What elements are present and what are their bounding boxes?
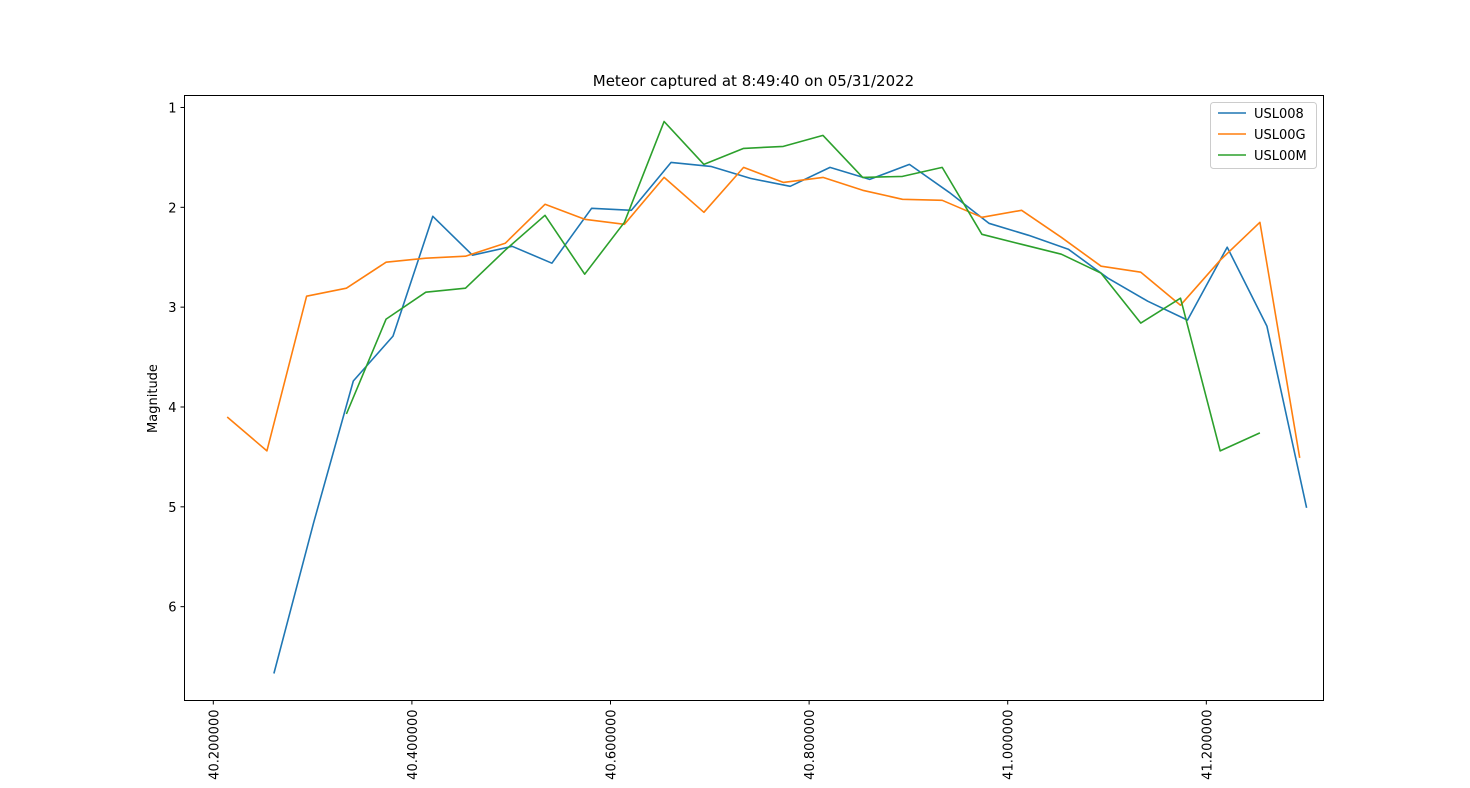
x-tick-label: 41.200000 <box>1200 710 1215 780</box>
y-axis-label: Magnitude <box>146 364 161 433</box>
series-line-usl008 <box>273 161 1308 674</box>
legend-label: USL00G <box>1254 128 1306 143</box>
y-tick-label: 1 <box>168 101 176 116</box>
x-tick-label: 41.000000 <box>1002 710 1017 780</box>
legend-label: USL00M <box>1254 149 1307 164</box>
legend: USL008 USL00G USL00M <box>1210 102 1317 169</box>
x-tick-label: 40.400000 <box>406 710 421 780</box>
series-line-usl00g <box>226 166 1301 459</box>
x-tick-label: 40.600000 <box>605 710 620 780</box>
y-tick-label: 2 <box>168 201 176 216</box>
series-layer <box>226 120 1308 674</box>
y-tick-label: 5 <box>168 501 176 516</box>
legend-box <box>1210 102 1317 169</box>
chart-title: Meteor captured at 8:49:40 on 05/31/2022 <box>593 72 914 90</box>
y-tick-label: 6 <box>168 601 176 616</box>
y-tick-label: 4 <box>168 401 176 416</box>
x-axis: 40.200000 40.400000 40.600000 40.800000 41.0… <box>207 700 1215 780</box>
x-tick-label: 40.200000 <box>207 710 222 780</box>
y-tick-label: 3 <box>168 301 176 316</box>
series-line-usl00m <box>345 120 1261 452</box>
plot-frame <box>184 95 1324 701</box>
x-tick-label: 40.800000 <box>803 710 818 780</box>
legend-label: USL008 <box>1254 107 1304 122</box>
y-axis: 1 2 3 4 5 6 <box>168 101 185 616</box>
